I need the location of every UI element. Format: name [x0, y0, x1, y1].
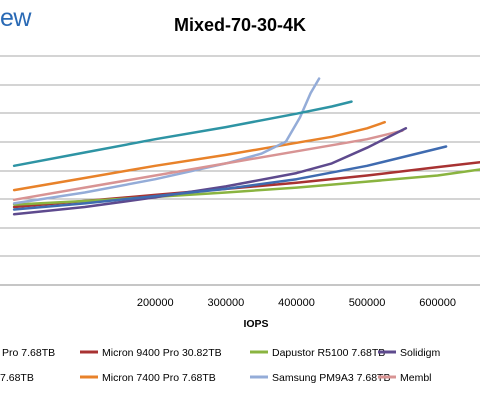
x-axis-label: IOPS: [243, 318, 268, 330]
series-line-4: [12, 100, 353, 168]
logo-text: ew: [0, 4, 31, 32]
legend-label: Solidigm: [400, 347, 441, 359]
legend-label: Membl: [400, 372, 432, 384]
series-line-6: [12, 127, 408, 216]
legend-label: Dapustor R5100 7.68TB: [272, 347, 385, 359]
legend-label: 7.68TB: [0, 372, 34, 384]
series-line-1: [12, 168, 480, 206]
x-tick-label: 500000: [349, 297, 386, 309]
legend-label: Micron 9400 Pro 30.82TB: [102, 347, 222, 359]
legend-label: Pro 7.68TB: [2, 347, 55, 359]
chart-title: Mixed-70-30-4K: [174, 15, 306, 35]
x-tick-label: 200000: [137, 297, 174, 309]
legend-label: Micron 7400 Pro 7.68TB: [102, 372, 216, 384]
series-line-7: [12, 145, 448, 211]
x-tick-label: 300000: [208, 297, 245, 309]
series-line-3: [12, 77, 321, 205]
x-tick-label: 400000: [278, 297, 315, 309]
legend-label: Samsung PM9A3 7.68TB: [272, 372, 390, 384]
x-tick-label: 600000: [419, 297, 456, 309]
series-line-2: [12, 120, 386, 192]
series-line-5: [12, 129, 404, 202]
